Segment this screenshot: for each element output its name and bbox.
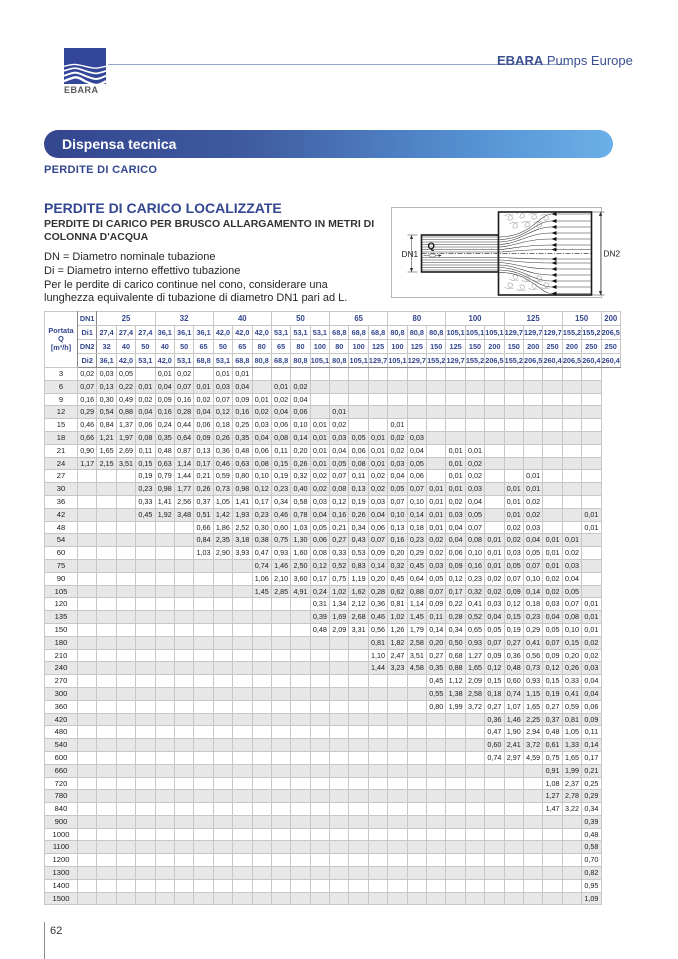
svg-text:DN1: DN1 xyxy=(402,249,419,259)
svg-text:Q: Q xyxy=(428,241,435,252)
svg-text:DN2: DN2 xyxy=(604,249,621,259)
